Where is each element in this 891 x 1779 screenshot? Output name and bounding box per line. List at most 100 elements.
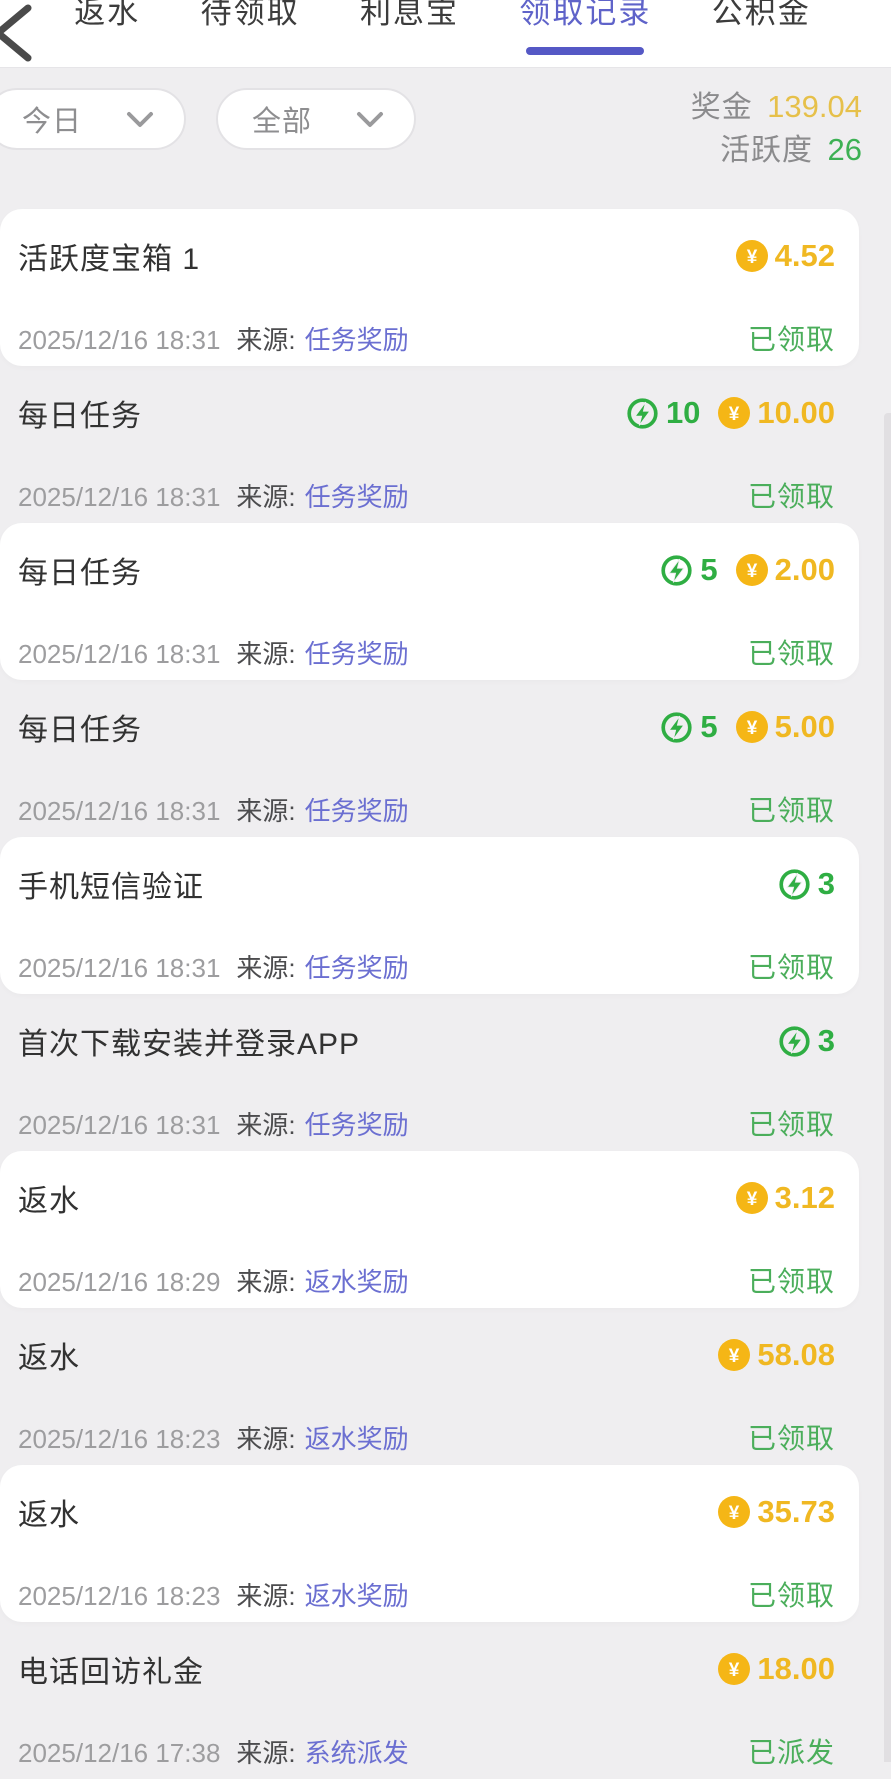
lightning-circle-icon <box>778 868 811 901</box>
record-title-row: 活跃度宝箱 1 <box>18 234 835 278</box>
record-meta-row: 2025/12/16 18:31 来源: 任务奖励 已领取 <box>18 1103 835 1143</box>
record-source-link: 返水奖励 <box>304 1581 409 1611</box>
filter-stats-row: 今日 全部 奖金 139.04 活跃度 26 <box>0 68 891 174</box>
record-datetime: 2025/12/16 18:31 <box>18 639 221 669</box>
record-meta: 2025/12/16 18:23 来源: 返水奖励 <box>18 1576 409 1613</box>
activity-reward-badge: 3 <box>778 1023 835 1059</box>
activity-reward-value: 10 <box>665 395 701 430</box>
date-filter-dropdown[interactable]: 今日 <box>0 88 187 150</box>
svg-text:¥: ¥ <box>729 1660 740 1681</box>
record-title: 电话回访礼金 <box>18 1656 204 1689</box>
scrollbar[interactable] <box>884 413 891 1762</box>
lightning-circle-icon <box>778 1025 811 1058</box>
activity-reward-value: 3 <box>817 1023 835 1058</box>
record-title-row: 首次下载安装并登录APP 3 <box>18 1019 835 1063</box>
record-datetime: 2025/12/16 18:31 <box>18 953 221 983</box>
coin-reward-badge: ¥ 4.52 <box>735 238 835 274</box>
coin-yuan-icon: ¥ <box>735 711 768 743</box>
svg-text:¥: ¥ <box>729 1503 740 1524</box>
record-meta: 2025/12/16 18:31 来源: 任务奖励 <box>18 1105 409 1142</box>
record-source-link: 任务奖励 <box>304 953 409 983</box>
tab-item[interactable]: 利息宝 <box>359 0 459 30</box>
record-source-link: 任务奖励 <box>304 325 409 355</box>
tab-item[interactable]: 返水 <box>74 0 141 30</box>
record-item: 返水 <box>0 1465 859 1622</box>
record-source-link: 任务奖励 <box>304 1110 409 1140</box>
lightning-circle-icon <box>626 397 659 430</box>
coin-reward-value: 3.12 <box>774 1180 835 1215</box>
record-meta-row: 2025/12/16 18:31 来源: 任务奖励 已领取 <box>18 632 835 672</box>
bonus-value: 139.04 <box>767 89 862 124</box>
record-status-badge: 已领取 <box>747 1109 835 1140</box>
record-meta: 2025/12/16 18:31 来源: 任务奖励 <box>18 791 409 828</box>
record-item: 手机短信验证 3 <box>0 837 859 994</box>
records-list: 活跃度宝箱 1 <box>0 209 891 1779</box>
record-source-label: 来源: <box>236 1581 296 1611</box>
record-status-badge: 已领取 <box>747 638 835 669</box>
record-source-label: 来源: <box>236 325 296 355</box>
coin-reward-badge: ¥ 18.00 <box>718 1651 835 1687</box>
svg-text:¥: ¥ <box>729 1346 740 1367</box>
coin-reward-value: 18.00 <box>757 1651 835 1686</box>
record-rewards: ¥ 3.12 <box>735 1180 835 1216</box>
coin-reward-value: 35.73 <box>757 1494 835 1529</box>
record-rewards: ¥ 58.08 <box>718 1337 835 1373</box>
record-meta: 2025/12/16 18:23 来源: 返水奖励 <box>18 1419 409 1456</box>
tab-item[interactable]: 公积金 <box>711 0 811 30</box>
record-title-row: 每日任务 10 <box>18 391 835 435</box>
record-rewards: 10 ¥ 10.00 <box>626 395 835 431</box>
activity-reward-badge: 5 <box>660 709 718 745</box>
record-source-link: 任务奖励 <box>304 639 409 669</box>
record-meta: 2025/12/16 18:31 来源: 任务奖励 <box>18 634 409 671</box>
activity-reward-badge: 10 <box>626 395 700 431</box>
record-rewards: ¥ 35.73 <box>718 1494 835 1530</box>
record-meta-row: 2025/12/16 18:29 来源: 返水奖励 已领取 <box>18 1260 835 1300</box>
record-status-badge: 已领取 <box>747 1423 835 1454</box>
bonus-label: 奖金 <box>690 91 753 124</box>
record-meta: 2025/12/16 18:29 来源: 返水奖励 <box>18 1262 409 1299</box>
record-source-link: 返水奖励 <box>304 1424 409 1454</box>
record-title: 每日任务 <box>18 714 142 747</box>
record-rewards: 5 ¥ 5.00 <box>660 709 835 745</box>
tab-item[interactable]: 领取记录 <box>519 0 651 60</box>
record-meta-row: 2025/12/16 18:31 来源: 任务奖励 已领取 <box>18 789 835 829</box>
record-datetime: 2025/12/16 18:23 <box>18 1581 221 1611</box>
record-title-row: 返水 <box>18 1176 835 1220</box>
coin-reward-value: 2.00 <box>774 552 835 587</box>
activity-value: 26 <box>827 132 862 167</box>
coin-reward-value: 10.00 <box>757 395 835 430</box>
record-datetime: 2025/12/16 18:31 <box>18 1110 221 1140</box>
type-filter-value: 全部 <box>252 106 313 138</box>
coin-yuan-icon: ¥ <box>735 554 768 586</box>
bonus-stat: 奖金 139.04 <box>691 88 862 131</box>
record-title-row: 返水 <box>18 1333 835 1377</box>
date-filter-value: 今日 <box>22 106 83 138</box>
record-status-badge: 已领取 <box>747 1580 835 1611</box>
summary-stats: 奖金 139.04 活跃度 26 <box>691 88 862 174</box>
tab-item[interactable]: 待领取 <box>200 0 300 30</box>
tab-bar: 返水 待领取 利息宝 领取记录 公积金 <box>0 0 891 68</box>
record-datetime: 2025/12/16 18:31 <box>18 796 221 826</box>
record-item: 首次下载安装并登录APP 3 <box>0 994 859 1151</box>
record-item: 返水 <box>0 1308 859 1465</box>
record-status-badge: 已领取 <box>747 952 835 983</box>
record-source-label: 来源: <box>236 796 296 826</box>
type-filter-dropdown[interactable]: 全部 <box>216 88 417 150</box>
record-item: 返水 <box>0 1151 859 1308</box>
lightning-circle-icon <box>660 711 693 744</box>
back-button[interactable] <box>0 0 34 64</box>
coin-yuan-icon: ¥ <box>735 240 768 272</box>
record-item: 电话回访礼金 <box>0 1622 859 1779</box>
record-source-label: 来源: <box>236 639 296 669</box>
filter-pills: 今日 全部 <box>0 88 417 150</box>
record-meta-row: 2025/12/16 18:23 来源: 返水奖励 已领取 <box>18 1574 835 1614</box>
record-source-link: 系统派发 <box>304 1738 409 1768</box>
coin-reward-badge: ¥ 58.08 <box>718 1337 835 1373</box>
record-title-row: 每日任务 5 <box>18 548 835 592</box>
record-meta: 2025/12/16 18:31 来源: 任务奖励 <box>18 948 409 985</box>
activity-stat: 活跃度 26 <box>691 131 862 174</box>
svg-text:¥: ¥ <box>746 1189 757 1210</box>
coin-yuan-icon: ¥ <box>735 1182 768 1214</box>
record-source-label: 来源: <box>236 953 296 983</box>
record-title: 返水 <box>18 1342 80 1375</box>
